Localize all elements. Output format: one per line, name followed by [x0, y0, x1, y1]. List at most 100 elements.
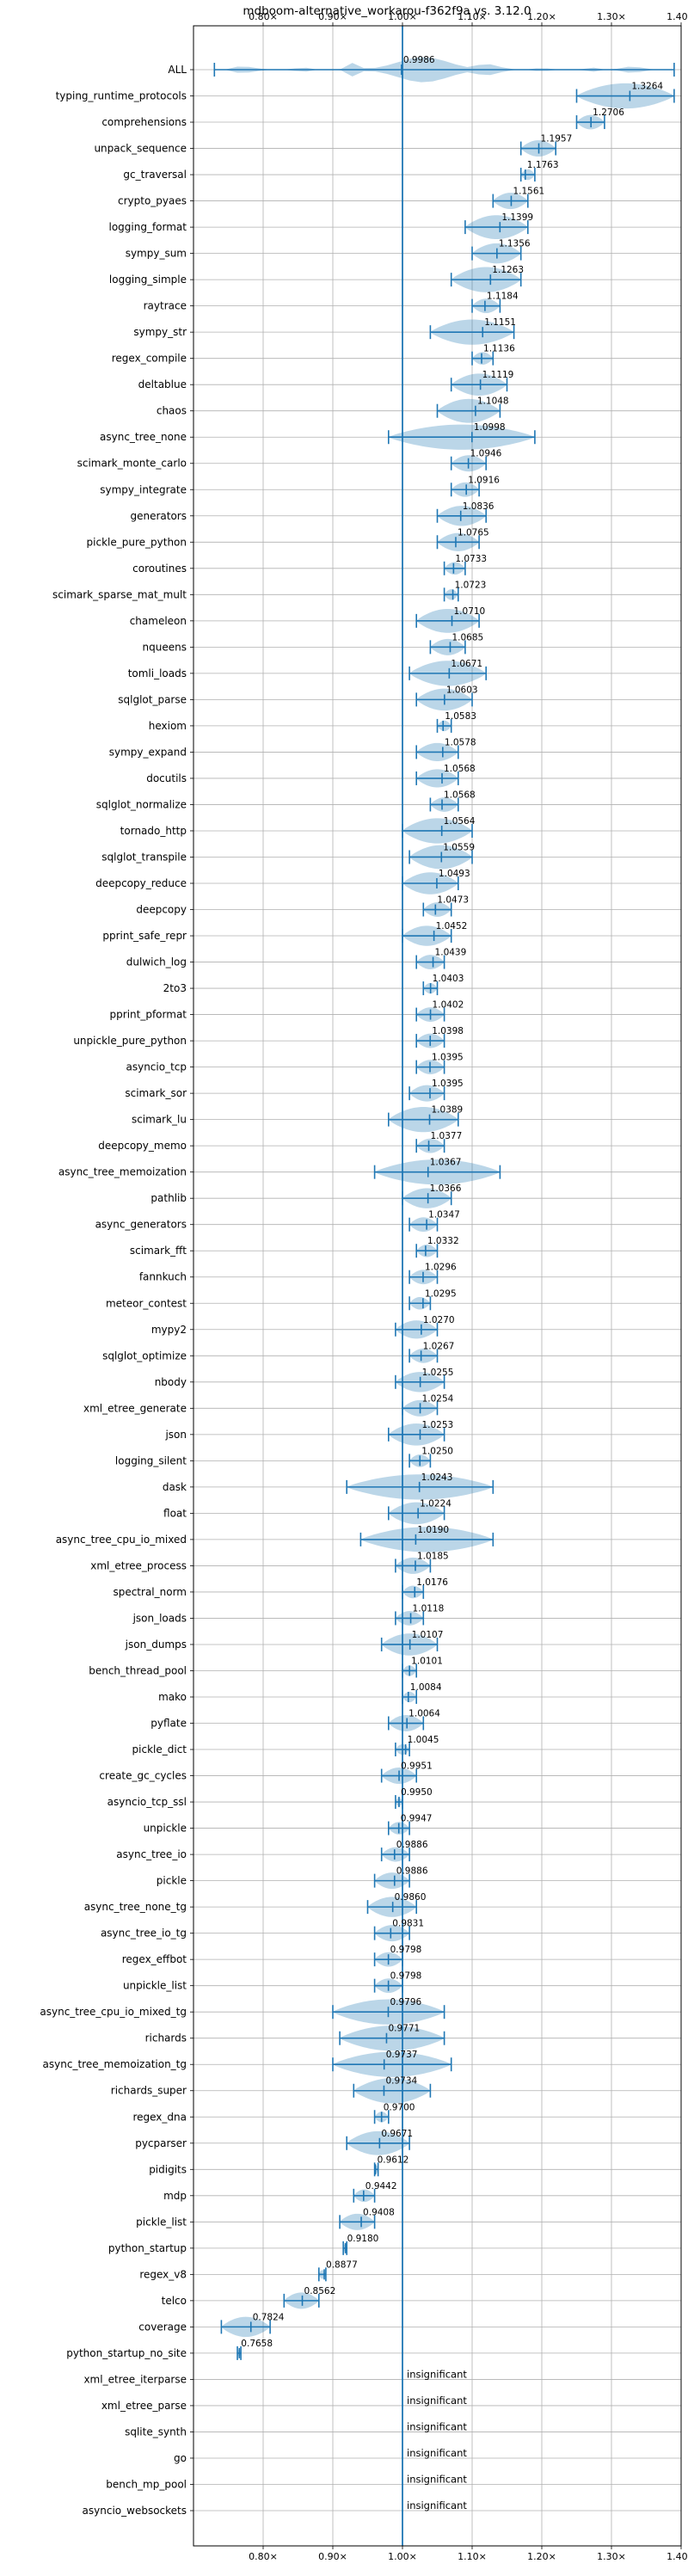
value-label-float: 1.0224 — [420, 1498, 452, 1509]
x-tick-label-top: 0.80× — [249, 11, 278, 22]
benchmark-label-sqlite_synth: sqlite_synth — [125, 2425, 187, 2438]
value-label-async_tree_cpu_io_mixed: 1.0190 — [417, 1525, 449, 1535]
insignificant-label-xml_etree_parse: insignificant — [407, 2395, 467, 2407]
value-label-spectral_norm: 1.0176 — [416, 1577, 448, 1588]
value-label-logging_format: 1.1399 — [501, 212, 533, 223]
x-tick-label-bottom: 1.40× — [666, 2551, 688, 2562]
benchmark-label-richards: richards — [145, 2032, 187, 2044]
benchmark-label-typing_runtime_protocols: typing_runtime_protocols — [56, 90, 187, 102]
benchmark-label-deepcopy_reduce: deepcopy_reduce — [95, 877, 187, 889]
benchmark-label-deepcopy: deepcopy — [136, 904, 187, 916]
value-label-raytrace: 1.1184 — [487, 292, 519, 302]
value-label-tornado_http: 1.0564 — [444, 816, 476, 827]
benchmark-label-raytrace: raytrace — [144, 300, 187, 312]
benchmark-label-sqlglot_optimize: sqlglot_optimize — [102, 1349, 187, 1362]
benchmark-label-2to3: 2to3 — [163, 982, 187, 994]
benchmark-label-crypto_pyaes: crypto_pyaes — [118, 195, 187, 207]
value-label-scimark_sor: 1.0395 — [432, 1079, 464, 1089]
benchmark-label-logging_format: logging_format — [108, 221, 187, 233]
value-label-typing_runtime_protocols: 1.3264 — [631, 82, 663, 92]
value-label-pickle: 0.9886 — [396, 1866, 428, 1877]
benchmark-label-hexiom: hexiom — [149, 720, 187, 732]
x-tick-label-top: 1.00× — [388, 11, 417, 22]
benchmark-label-scimark_lu: scimark_lu — [132, 1114, 187, 1126]
benchmark-label-pickle_pure_python: pickle_pure_python — [87, 536, 187, 548]
value-label-json_loads: 1.0118 — [413, 1603, 445, 1614]
benchmark-label-sqlglot_transpile: sqlglot_transpile — [101, 851, 187, 863]
benchmark-labels: ALL typing_runtime_protocols comprehension… — [40, 64, 194, 2517]
benchmark-label-pprint_safe_repr: pprint_safe_repr — [102, 930, 187, 942]
x-tick-label-bottom: 0.90× — [318, 2551, 347, 2562]
value-label-hexiom: 1.0583 — [445, 711, 476, 722]
value-label-bench_thread_pool: 1.0101 — [411, 1656, 443, 1666]
value-label-create_gc_cycles: 0.9951 — [401, 1761, 433, 1772]
x-tick-label-bottom: 0.80× — [249, 2551, 278, 2562]
insignificant-label-xml_etree_iterparse: insignificant — [407, 2368, 467, 2380]
benchmark-label-xml_etree_iterparse: xml_etree_iterparse — [83, 2373, 187, 2385]
x-tick-label-bottom: 1.20× — [527, 2551, 556, 2562]
x-tick-label-bottom: 1.10× — [458, 2551, 487, 2562]
x-tick-label-bottom: 1.00× — [388, 2551, 417, 2562]
value-label-gc_traversal: 1.1763 — [527, 160, 559, 170]
value-label-deepcopy: 1.0473 — [437, 895, 469, 906]
value-label-python_startup: 0.9180 — [347, 2234, 379, 2244]
value-label-scimark_sparse_mat_mult: 1.0723 — [455, 580, 487, 590]
benchmark-label-ALL: ALL — [168, 64, 187, 76]
value-label-unpickle_list: 0.9798 — [390, 1971, 422, 1982]
value-label-unpickle_pure_python: 1.0398 — [432, 1026, 464, 1036]
grid-lines — [194, 26, 682, 2546]
benchmark-label-mypy2: mypy2 — [151, 1324, 187, 1336]
benchmark-label-generators: generators — [130, 510, 187, 522]
benchmark-label-async_generators: async_generators — [95, 1219, 187, 1231]
benchmark-label-chaos: chaos — [157, 405, 187, 417]
benchmark-label-async_tree_io_tg: async_tree_io_tg — [101, 1927, 187, 1940]
chart-title: mdboom-alternative_workarou-f362f9a vs. … — [243, 4, 531, 18]
benchmark-label-pickle_list: pickle_list — [136, 2216, 187, 2228]
benchmark-label-async_tree_cpu_io_mixed_tg: async_tree_cpu_io_mixed_tg — [40, 2006, 187, 2018]
value-label-richards: 0.9771 — [388, 2024, 420, 2034]
value-label-dask: 1.0243 — [421, 1472, 453, 1483]
value-label-sympy_expand: 1.0578 — [445, 737, 476, 747]
benchmark-label-sqlglot_normalize: sqlglot_normalize — [96, 798, 187, 810]
benchmark-label-regex_dna: regex_dna — [132, 2111, 187, 2123]
value-label-sympy_sum: 1.1356 — [499, 239, 531, 249]
value-label-json: 1.0253 — [421, 1420, 453, 1430]
benchmark-label-dask: dask — [163, 1481, 187, 1493]
x-tick-label-top: 1.40× — [666, 11, 688, 22]
benchmark-label-scimark_sor: scimark_sor — [125, 1087, 187, 1099]
benchmark-label-create_gc_cycles: create_gc_cycles — [99, 1770, 187, 1782]
value-label-comprehensions: 1.2706 — [593, 108, 624, 118]
value-label-scimark_monte_carlo: 1.0946 — [470, 449, 502, 459]
benchmark-label-dulwich_log: dulwich_log — [126, 956, 187, 968]
value-label-ALL: 0.9986 — [403, 55, 435, 65]
benchmark-label-telco: telco — [162, 2295, 187, 2307]
value-label-scimark_lu: 1.0389 — [432, 1105, 464, 1116]
value-label-nbody: 1.0255 — [422, 1368, 454, 1378]
value-label-chameleon: 1.0710 — [454, 606, 486, 617]
benchmark-label-pycparser: pycparser — [135, 2137, 187, 2149]
benchmark-label-scimark_fft: scimark_fft — [130, 1245, 187, 1257]
benchmark-label-async_tree_none_tg: async_tree_none_tg — [84, 1901, 187, 1913]
value-label-async_tree_none_tg: 0.9860 — [395, 1892, 427, 1903]
plot-frame — [193, 25, 682, 2547]
value-label-meteor_contest: 1.0295 — [425, 1288, 457, 1299]
benchmark-label-gc_traversal: gc_traversal — [123, 169, 187, 181]
benchmark-label-pathlib: pathlib — [150, 1192, 187, 1204]
value-label-async_tree_io: 0.9886 — [396, 1840, 428, 1850]
value-label-unpack_sequence: 1.1957 — [541, 134, 573, 144]
benchmark-label-coverage: coverage — [138, 2321, 187, 2333]
value-label-async_generators: 1.0347 — [428, 1210, 460, 1220]
benchmark-label-asyncio_tcp_ssl: asyncio_tcp_ssl — [108, 1796, 187, 1808]
value-label-pathlib: 1.0366 — [430, 1183, 462, 1194]
value-label-fannkuch: 1.0296 — [425, 1263, 457, 1273]
x-tick-label-top: 1.10× — [458, 11, 487, 22]
value-label-nqueens: 1.0685 — [452, 632, 483, 642]
value-label-json_dumps: 1.0107 — [412, 1630, 444, 1640]
value-label-mypy2: 1.0270 — [423, 1315, 455, 1325]
x-tick-label-top: 1.30× — [597, 11, 626, 22]
benchmark-label-unpickle: unpickle — [144, 1823, 187, 1835]
value-label-tomli_loads: 1.0671 — [451, 659, 482, 669]
value-labels: 0.9986 1.3264 1.2706 1.1957 1.1763 1.1561 1.13… — [241, 55, 663, 2511]
